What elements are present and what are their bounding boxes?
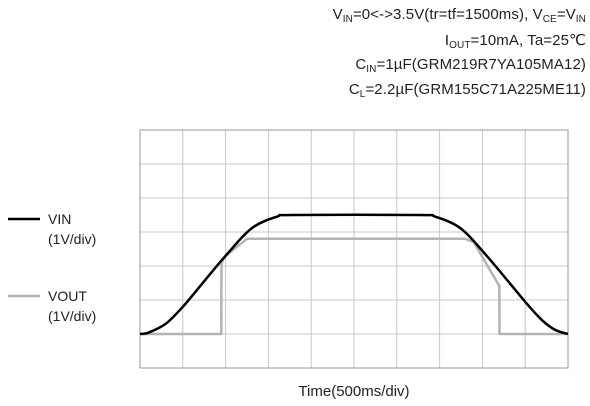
condition-line-iout: IOUT=10mA, Ta=25℃ bbox=[444, 32, 586, 51]
series-line-vin bbox=[139, 213, 569, 336]
grid bbox=[140, 130, 568, 368]
legend-scale-vout: (1V/div) bbox=[48, 308, 96, 324]
condition-line-vin: VIN=0<->3.5V(tr=tf=1500ms), VCE=VIN bbox=[332, 6, 586, 25]
legend-label-vout: VOUT bbox=[48, 288, 87, 304]
legend-scale-vin: (1V/div) bbox=[48, 231, 96, 247]
series-line-vout bbox=[140, 237, 568, 336]
condition-line-cin: CIN=1µF(GRM219R7YA105MA12) bbox=[355, 56, 586, 75]
condition-line-cl: CL=2.2µF(GRM155C71A225ME11) bbox=[348, 81, 586, 100]
x-axis-label: Time(500ms/div) bbox=[298, 383, 409, 400]
plot-frame bbox=[139, 129, 569, 369]
legend-label-vin: VIN bbox=[48, 211, 71, 227]
